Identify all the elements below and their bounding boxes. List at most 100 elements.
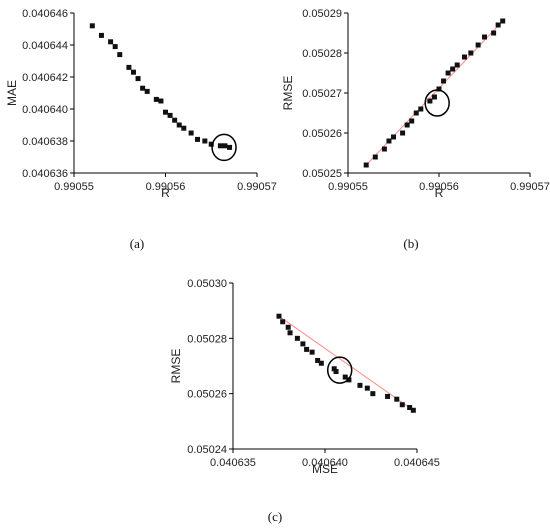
highlight-circle bbox=[424, 89, 450, 117]
data-point bbox=[409, 118, 415, 124]
data-point bbox=[167, 112, 173, 118]
data-point bbox=[280, 319, 286, 325]
data-point bbox=[287, 330, 293, 336]
y-tick-label: 0.05028 bbox=[187, 333, 227, 345]
y-tick-label: 0.040640 bbox=[22, 104, 68, 116]
x-tick-label: 0.040635 bbox=[210, 457, 256, 469]
data-point bbox=[108, 39, 114, 45]
x-tick-label: 0.040640 bbox=[302, 457, 348, 469]
panel-a: 0.040636 0.040638 0.040640 0.040642 0.040644… bbox=[5, 8, 277, 200]
data-point bbox=[381, 146, 387, 152]
y-axis-title: RMSE bbox=[169, 349, 183, 384]
data-point bbox=[370, 391, 376, 397]
data-point bbox=[386, 138, 392, 144]
panel-c: 0.05024 0.05026 0.05028 0.05030 0.040635 0.04… bbox=[169, 278, 440, 476]
data-point bbox=[285, 324, 291, 330]
y-tick-label: 0.05030 bbox=[187, 278, 227, 290]
x-axis-title: MSE bbox=[312, 462, 338, 476]
data-point bbox=[436, 86, 442, 92]
data-point bbox=[294, 335, 300, 341]
data-point bbox=[202, 138, 208, 144]
data-point bbox=[126, 64, 132, 70]
data-point bbox=[144, 88, 150, 94]
data-point bbox=[98, 32, 104, 38]
data-point bbox=[394, 396, 400, 402]
data-point bbox=[153, 96, 159, 102]
data-point bbox=[315, 357, 321, 363]
x-tick-label: 0.99055 bbox=[54, 181, 94, 193]
data-point bbox=[331, 366, 337, 372]
data-point bbox=[454, 62, 460, 68]
y-tick-label: 0.040644 bbox=[22, 40, 68, 52]
data-point bbox=[410, 407, 416, 413]
data-point bbox=[475, 42, 481, 48]
y-axis-title: RMSE bbox=[281, 76, 295, 111]
data-point bbox=[318, 360, 324, 366]
data-point bbox=[176, 122, 182, 128]
data-point bbox=[135, 76, 141, 82]
data-point bbox=[407, 405, 413, 410]
data-point bbox=[404, 122, 410, 128]
y-tick-label: 0.05026 bbox=[187, 389, 227, 401]
x-tick-label: 0.99057 bbox=[510, 181, 550, 193]
data-point bbox=[445, 70, 451, 76]
data-point bbox=[491, 30, 497, 36]
data-point bbox=[227, 144, 233, 150]
data-point bbox=[441, 78, 447, 84]
y-tick-label: 0.040646 bbox=[22, 8, 68, 20]
data-point bbox=[500, 18, 506, 24]
y-axis-title: MAE bbox=[5, 80, 19, 106]
x-axis-title: R bbox=[161, 186, 170, 200]
x-tick-label: 0.99055 bbox=[328, 181, 368, 193]
data-point bbox=[188, 130, 194, 136]
y-tick-label: 0.05029 bbox=[302, 8, 342, 20]
data-point bbox=[342, 374, 348, 380]
data-point bbox=[363, 162, 369, 168]
data-point bbox=[217, 143, 223, 149]
data-point bbox=[276, 313, 282, 319]
data-point bbox=[431, 94, 437, 100]
data-point bbox=[357, 382, 363, 388]
data-point bbox=[158, 98, 164, 104]
x-axis-title: R bbox=[435, 186, 444, 200]
data-point bbox=[346, 377, 352, 383]
y-tick-label: 0.040636 bbox=[22, 168, 68, 180]
data-point bbox=[333, 369, 339, 375]
y-tick-label: 0.040642 bbox=[22, 72, 68, 84]
y-tick-label: 0.040638 bbox=[22, 136, 68, 148]
data-point bbox=[309, 349, 315, 355]
y-tick-label: 0.05027 bbox=[302, 88, 342, 100]
x-tick-label: 0.99056 bbox=[419, 181, 459, 193]
highlight-circle bbox=[326, 356, 353, 384]
data-point bbox=[391, 134, 396, 140]
y-tick-label: 0.05026 bbox=[302, 128, 342, 140]
data-point bbox=[163, 109, 168, 115]
data-point bbox=[140, 85, 146, 91]
data-point bbox=[413, 110, 419, 116]
data-point bbox=[172, 117, 178, 123]
data-point bbox=[418, 106, 424, 112]
x-tick-label: 0.99056 bbox=[146, 181, 186, 193]
y-tick-label: 0.05024 bbox=[187, 444, 227, 456]
data-point bbox=[400, 130, 406, 136]
panel-label-b: (b) bbox=[403, 236, 418, 251]
y-tick-label: 0.05025 bbox=[302, 168, 342, 180]
panel-label-c: (c) bbox=[268, 509, 282, 524]
trend-line bbox=[278, 315, 414, 411]
data-point bbox=[89, 23, 95, 29]
data-point bbox=[461, 54, 467, 60]
data-point bbox=[181, 125, 187, 131]
data-point bbox=[364, 385, 370, 391]
data-point bbox=[399, 402, 405, 408]
data-point bbox=[208, 141, 214, 147]
data-point bbox=[304, 346, 310, 352]
y-tick-label: 0.05028 bbox=[302, 48, 342, 60]
data-point bbox=[468, 50, 474, 56]
x-tick-label: 0.99057 bbox=[237, 181, 277, 193]
data-point bbox=[482, 34, 487, 40]
data-point bbox=[222, 143, 228, 149]
data-point bbox=[195, 136, 201, 142]
data-point bbox=[427, 98, 433, 104]
data-point bbox=[117, 52, 123, 58]
